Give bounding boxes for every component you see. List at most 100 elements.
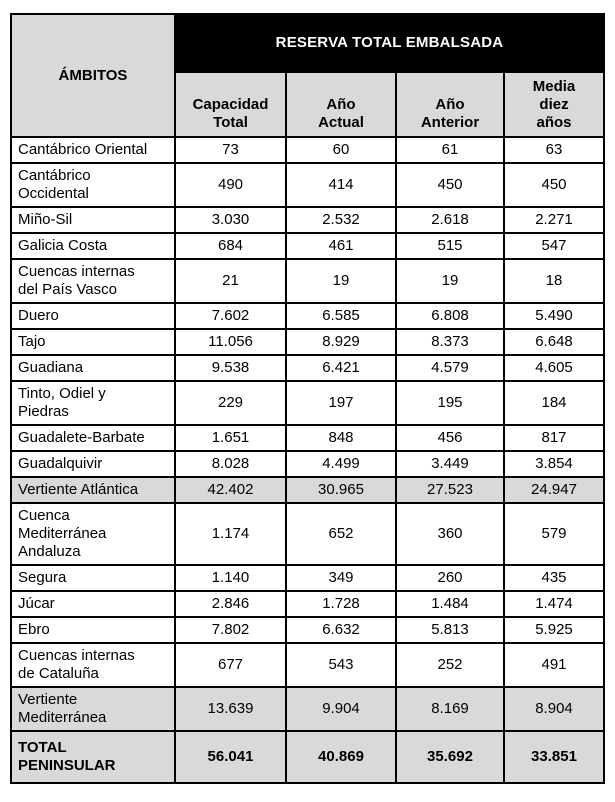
cell-value: 450 <box>395 162 505 208</box>
column-header: Año Anterior <box>395 71 505 138</box>
cell-value: 2.618 <box>395 206 505 234</box>
cell-value: 5.925 <box>503 616 605 644</box>
table-row: Tajo 11.056 8.929 8.373 6.648 <box>10 328 605 356</box>
cell-value: 7.602 <box>174 302 287 330</box>
cell-value: 4.499 <box>285 450 397 478</box>
cell-value: 42.402 <box>174 476 287 504</box>
cell-value: 40.869 <box>285 730 397 784</box>
cell-value: 461 <box>285 232 397 260</box>
cell-value: 63 <box>503 136 605 164</box>
cell-value: 1.474 <box>503 590 605 618</box>
row-label: TOTAL PENINSULAR <box>10 730 176 784</box>
cell-value: 8.028 <box>174 450 287 478</box>
cell-value: 1.140 <box>174 564 287 592</box>
table-row: Galicia Costa 684 461 515 547 <box>10 232 605 260</box>
row-label: Ebro <box>10 616 176 644</box>
cell-value: 195 <box>395 380 505 426</box>
row-label: Vertiente Atlántica <box>10 476 176 504</box>
row-label: Segura <box>10 564 176 592</box>
table-row: Cuenca Mediterránea Andaluza 1.174 652 360 5… <box>10 502 605 566</box>
table-row: Duero 7.602 6.585 6.808 5.490 <box>10 302 605 330</box>
table-row: Cuencas internas del País Vasco 21 19 19 18 <box>10 258 605 304</box>
cell-value: 33.851 <box>503 730 605 784</box>
row-label: Duero <box>10 302 176 330</box>
cell-value: 349 <box>285 564 397 592</box>
cell-value: 2.846 <box>174 590 287 618</box>
cell-value: 490 <box>174 162 287 208</box>
table-row: Vertiente Mediterránea 13.639 9.904 8.169 8.… <box>10 686 605 732</box>
row-label: Vertiente Mediterránea <box>10 686 176 732</box>
cell-value: 1.484 <box>395 590 505 618</box>
column-header: Media diez años <box>503 71 605 138</box>
table-row: Cuencas internas de Cataluña 677 543 252 491 <box>10 642 605 688</box>
cell-value: 19 <box>285 258 397 304</box>
cell-value: 3.449 <box>395 450 505 478</box>
cell-value: 73 <box>174 136 287 164</box>
cell-value: 450 <box>503 162 605 208</box>
cell-value: 684 <box>174 232 287 260</box>
cell-value: 817 <box>503 424 605 452</box>
row-label: Tajo <box>10 328 176 356</box>
cell-value: 677 <box>174 642 287 688</box>
cell-value: 547 <box>503 232 605 260</box>
cell-value: 3.854 <box>503 450 605 478</box>
cell-value: 515 <box>395 232 505 260</box>
cell-value: 21 <box>174 258 287 304</box>
table-row: TOTAL PENINSULAR 56.041 40.869 35.692 33.851 <box>10 730 605 784</box>
reservoir-table: ÁMBITOS RESERVA TOTAL EMBALSADA Capacida… <box>10 13 605 784</box>
cell-value: 6.632 <box>285 616 397 644</box>
row-label: Júcar <box>10 590 176 618</box>
table-row: Vertiente Atlántica 42.402 30.965 27.523 24.… <box>10 476 605 504</box>
cell-value: 7.802 <box>174 616 287 644</box>
cell-value: 1.651 <box>174 424 287 452</box>
cell-value: 360 <box>395 502 505 566</box>
cell-value: 6.421 <box>285 354 397 382</box>
cell-value: 2.271 <box>503 206 605 234</box>
cell-value: 184 <box>503 380 605 426</box>
cell-value: 11.056 <box>174 328 287 356</box>
cell-value: 27.523 <box>395 476 505 504</box>
row-label: Cantábrico Oriental <box>10 136 176 164</box>
cell-value: 252 <box>395 642 505 688</box>
table-row: Guadalete-Barbate 1.651 848 456 817 <box>10 424 605 452</box>
cell-value: 9.538 <box>174 354 287 382</box>
cell-value: 579 <box>503 502 605 566</box>
cell-value: 56.041 <box>174 730 287 784</box>
table-row: Tinto, Odiel y Piedras 229 197 195 184 <box>10 380 605 426</box>
cell-value: 61 <box>395 136 505 164</box>
cell-value: 3.030 <box>174 206 287 234</box>
cell-value: 35.692 <box>395 730 505 784</box>
row-label: Tinto, Odiel y Piedras <box>10 380 176 426</box>
cell-value: 2.532 <box>285 206 397 234</box>
table-row: Ebro 7.802 6.632 5.813 5.925 <box>10 616 605 644</box>
row-label: Guadiana <box>10 354 176 382</box>
cell-value: 5.813 <box>395 616 505 644</box>
cell-value: 456 <box>395 424 505 452</box>
row-label: Miño-Sil <box>10 206 176 234</box>
cell-value: 5.490 <box>503 302 605 330</box>
cell-value: 18 <box>503 258 605 304</box>
cell-value: 30.965 <box>285 476 397 504</box>
cell-value: 543 <box>285 642 397 688</box>
cell-value: 6.808 <box>395 302 505 330</box>
row-label: Guadalquivir <box>10 450 176 478</box>
cell-value: 6.585 <box>285 302 397 330</box>
table-row: Segura 1.140 349 260 435 <box>10 564 605 592</box>
cell-value: 4.605 <box>503 354 605 382</box>
cell-value: 6.648 <box>503 328 605 356</box>
cell-value: 60 <box>285 136 397 164</box>
cell-value: 9.904 <box>285 686 397 732</box>
title-row: ÁMBITOS RESERVA TOTAL EMBALSADA <box>10 13 605 138</box>
cell-value: 8.373 <box>395 328 505 356</box>
cell-value: 8.904 <box>503 686 605 732</box>
table-row: Júcar 2.846 1.728 1.484 1.474 <box>10 590 605 618</box>
row-label: Guadalete-Barbate <box>10 424 176 452</box>
cell-value: 652 <box>285 502 397 566</box>
cell-value: 435 <box>503 564 605 592</box>
row-label: Galicia Costa <box>10 232 176 260</box>
table-row: Guadiana 9.538 6.421 4.579 4.605 <box>10 354 605 382</box>
cell-value: 229 <box>174 380 287 426</box>
column-header-row: Capacidad Total Año Actual Año Anterior Med… <box>11 71 605 138</box>
cell-value: 491 <box>503 642 605 688</box>
